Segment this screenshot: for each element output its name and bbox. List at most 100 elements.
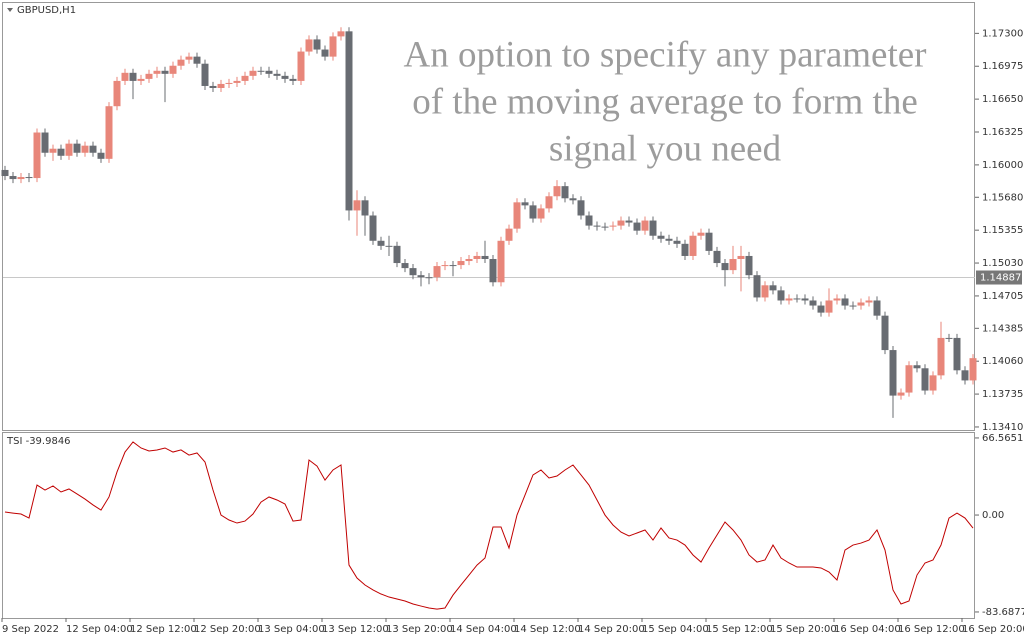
annotation: signal you need (549, 128, 782, 169)
candle-body (49, 148, 57, 153)
candle-body (185, 56, 193, 60)
candle-body (129, 72, 137, 81)
candle-body (105, 106, 113, 159)
candle-body (729, 258, 737, 271)
x-tick-label: 16 Sep 04:00 (834, 624, 901, 635)
candle-body (409, 268, 417, 276)
candle-body (833, 298, 841, 301)
current-price-label: 1.14887 (980, 273, 1021, 284)
candle-body (33, 132, 41, 179)
candle-body (169, 65, 177, 74)
candle-body (713, 250, 721, 264)
candle-body (377, 240, 385, 246)
y-tick-label: 1.14385 (982, 323, 1023, 334)
y-tick-label: 0.00 (982, 510, 1004, 521)
candle-body (257, 70, 265, 72)
candle-body (97, 152, 105, 159)
candle-body (201, 63, 209, 86)
candle-body (633, 222, 641, 231)
candle-body (889, 350, 897, 396)
candle-body (897, 392, 905, 396)
candle-body (265, 70, 273, 74)
x-tick-label: 15 Sep 12:00 (706, 624, 773, 635)
candle-body (481, 255, 489, 259)
candle-body (777, 290, 785, 301)
candle-body (953, 337, 961, 371)
candle-body (553, 186, 561, 197)
candle-body (505, 228, 513, 241)
x-tick-label: 16 Sep 12:00 (898, 624, 965, 635)
candle-body (881, 315, 889, 351)
x-tick-label: 13 Sep 20:00 (386, 624, 453, 635)
candle-body (449, 265, 457, 267)
candle-body (721, 263, 729, 271)
candle-body (465, 258, 473, 262)
x-tick-label: 13 Sep 12:00 (322, 624, 389, 635)
candle-body (249, 70, 257, 76)
candle-body (545, 196, 553, 209)
candle-body (457, 261, 465, 266)
candle-body (913, 365, 921, 369)
x-tick-label: 14 Sep 04:00 (450, 624, 517, 635)
candle-body (353, 200, 361, 211)
candle-body (473, 255, 481, 259)
candle-body (385, 245, 393, 247)
candle-body (81, 145, 89, 153)
candle-body (137, 78, 145, 81)
candle-body (745, 255, 753, 276)
candle-body (705, 232, 713, 251)
candle-body (945, 337, 953, 339)
annotation: An option to specify any parameter (404, 34, 927, 75)
candle-body (857, 302, 865, 306)
candle-body (345, 31, 353, 211)
candle-body (817, 305, 825, 313)
candle-body (785, 298, 793, 301)
candle-body (217, 83, 225, 88)
y-tick-label: 1.17300 (982, 28, 1023, 39)
x-tick-label: 12 Sep 20:00 (194, 624, 261, 635)
x-tick-label: 15 Sep 20:00 (770, 624, 837, 635)
y-tick-label: 1.13410 (982, 422, 1023, 433)
candle-body (873, 300, 881, 316)
candle-body (41, 132, 49, 153)
candle-body (441, 265, 449, 267)
candle-body (793, 298, 801, 300)
candle-body (681, 243, 689, 256)
candle-body (753, 275, 761, 298)
candle-body (921, 368, 929, 391)
candle-body (9, 176, 17, 180)
tsi-line (4, 441, 974, 610)
candle-body (657, 235, 665, 239)
candle-body (113, 80, 121, 107)
candle-body (393, 245, 401, 264)
annotation: of the moving average to form the (412, 81, 918, 122)
candle-body (241, 75, 249, 81)
x-tick-label: 14 Sep 12:00 (514, 624, 581, 635)
candle-body (329, 36, 337, 57)
current-price-box (976, 270, 1022, 285)
candle-body (905, 365, 913, 393)
candle-body (961, 370, 969, 381)
y-tick-label: 1.14060 (982, 356, 1023, 367)
tsi-panel (2, 432, 975, 619)
candle-body (401, 263, 409, 269)
candle-body (737, 255, 745, 259)
y-tick-label: -83.6877 (982, 607, 1024, 618)
y-tick-label: 1.16975 (982, 61, 1023, 72)
candle-body (697, 232, 705, 236)
candle-body (433, 266, 441, 278)
candle-body (609, 225, 617, 227)
candle-body (193, 56, 201, 64)
candle-body (73, 143, 81, 153)
y-tick-label: 1.15355 (982, 225, 1023, 236)
x-tick-label: 15 Sep 04:00 (642, 624, 709, 635)
candle-body (297, 51, 305, 81)
y-tick-label: 1.16325 (982, 127, 1023, 138)
x-tick-label: 13 Sep 04:00 (258, 624, 325, 635)
candle-body (177, 59, 185, 66)
candle-body (929, 375, 937, 391)
menu-icon (7, 8, 13, 12)
candle-body (497, 240, 505, 283)
candle-body (225, 82, 233, 84)
